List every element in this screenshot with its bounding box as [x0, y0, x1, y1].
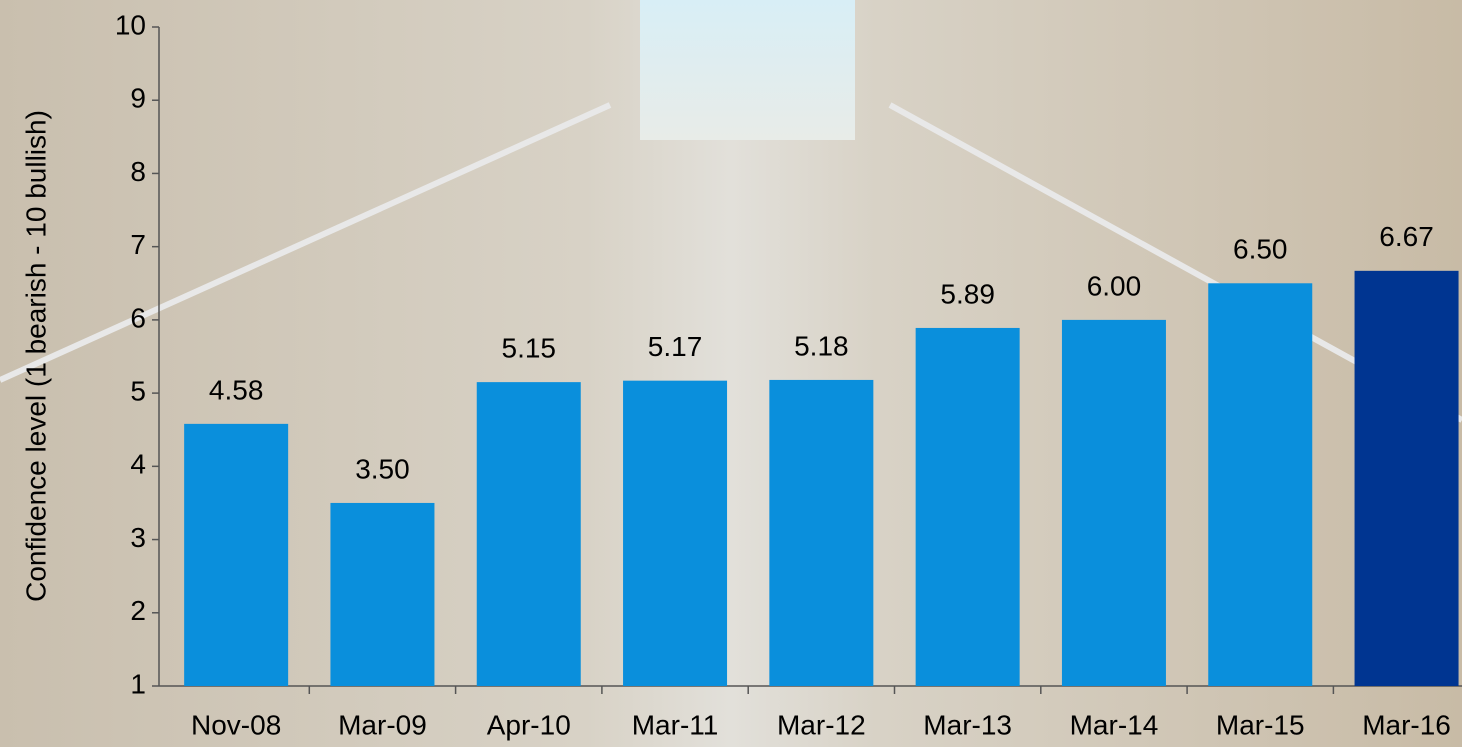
y-tick-label: 3 [130, 522, 146, 553]
x-tick-label: Apr-10 [487, 709, 571, 740]
y-tick-label: 9 [130, 83, 146, 114]
y-tick-label: 1 [130, 668, 146, 699]
value-label: 5.89 [940, 278, 995, 309]
y-tick-label: 8 [130, 156, 146, 187]
x-tick-label: Nov-08 [191, 709, 281, 740]
x-tick-label: Mar-15 [1216, 709, 1305, 740]
x-tick-label: Mar-14 [1070, 709, 1159, 740]
bar [184, 424, 288, 686]
bar [623, 381, 727, 686]
y-tick-label: 4 [130, 449, 146, 480]
value-label: 5.15 [502, 333, 557, 364]
chart: Confidence level (1 bearish - 10 bullish… [0, 0, 1462, 747]
x-tick-label: Mar-09 [338, 709, 427, 740]
bar [916, 328, 1020, 686]
background-sky [640, 0, 855, 140]
y-tick-label: 5 [130, 376, 146, 407]
value-label: 5.18 [794, 330, 849, 361]
y-tick-label: 6 [130, 302, 146, 333]
x-tick-label: Mar-12 [777, 709, 866, 740]
y-tick-label: 7 [130, 229, 146, 260]
bar [1062, 320, 1166, 686]
bar [1208, 283, 1312, 686]
value-label: 6.50 [1233, 234, 1288, 265]
bar [477, 382, 581, 686]
bar [1355, 271, 1459, 686]
y-axis-label: Confidence level (1 bearish - 10 bullish… [20, 110, 51, 602]
value-label: 3.50 [355, 453, 410, 484]
bar [769, 380, 873, 686]
x-tick-label: Mar-13 [923, 709, 1012, 740]
y-tick-label: 2 [130, 595, 146, 626]
value-label: 6.00 [1087, 270, 1142, 301]
value-label: 4.58 [209, 374, 264, 405]
x-tick-label: Mar-16 [1362, 709, 1451, 740]
value-label: 5.17 [648, 331, 703, 362]
bar [330, 503, 434, 686]
x-tick-label: Mar-11 [632, 709, 719, 740]
value-label: 6.67 [1379, 221, 1434, 252]
y-tick-label: 10 [115, 9, 146, 40]
